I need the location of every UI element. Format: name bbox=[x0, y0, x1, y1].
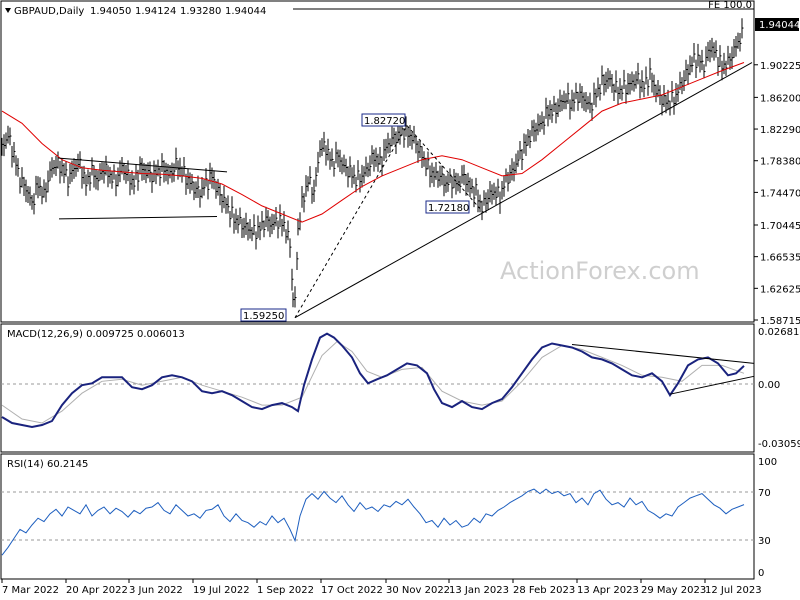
last-price-box bbox=[755, 18, 799, 31]
rsi-tick-0: 0 bbox=[758, 568, 764, 579]
date-tick-label: 28 Feb 2023 bbox=[513, 585, 575, 596]
price-title-row: GBPAUD,Daily 1.94050 1.94124 1.93280 1.9… bbox=[5, 6, 266, 17]
price-trend-line bbox=[406, 125, 483, 212]
price-axis: 1.90225 1.86200 1.82290 1.78380 1.74470 1.704… bbox=[754, 61, 800, 327]
ohlc-open: 1.94050 bbox=[90, 6, 131, 17]
rsi-tick-30: 30 bbox=[758, 536, 771, 547]
price-trend-line bbox=[58, 157, 228, 173]
macd-signal-line bbox=[1, 340, 745, 424]
price-tick-label: 1.86200 bbox=[760, 93, 800, 104]
rsi-tick-70: 70 bbox=[758, 488, 771, 499]
price-tick-label: 1.66535 bbox=[760, 253, 800, 264]
macd-label: MACD(12,26,9) 0.009725 0.006013 bbox=[7, 329, 185, 340]
price-trend-line bbox=[58, 215, 218, 220]
rsi-label: RSI(14) 60.2145 bbox=[7, 459, 88, 470]
price-tick-label: 1.58715 bbox=[760, 316, 800, 327]
annotation-low: 1.59250 bbox=[240, 308, 287, 322]
rsi-tick-100: 100 bbox=[758, 457, 777, 468]
ohlc-high: 1.94124 bbox=[135, 6, 176, 17]
rsi-line bbox=[1, 488, 745, 556]
annotation-mid-low-label: 1.72180 bbox=[428, 203, 469, 214]
macd-trend-line bbox=[571, 344, 755, 364]
rsi-panel bbox=[0, 453, 755, 580]
date-tick-label: 12 Jul 2023 bbox=[705, 585, 762, 596]
price-tick-label: 1.74470 bbox=[760, 188, 800, 199]
date-tick-label: 3 Jun 2022 bbox=[129, 585, 183, 596]
macd-tick-bottom: -0.030592 bbox=[758, 439, 800, 450]
date-axis: 7 Mar 2022 20 Apr 2022 3 Jun 2022 19 Jul 20… bbox=[1, 579, 762, 596]
fib-extension-label: FE 100.0 bbox=[708, 0, 752, 11]
price-trend-line bbox=[294, 125, 408, 318]
annotation-low-label: 1.59250 bbox=[243, 311, 284, 322]
price-tick-label: 1.62625 bbox=[760, 284, 800, 295]
watermark: ActionForex.com bbox=[500, 257, 700, 285]
last-price-label: 1.94044 bbox=[759, 20, 800, 31]
price-trend-line bbox=[294, 62, 753, 319]
annotation-mid-low: 1.72180 bbox=[425, 200, 470, 214]
symbol-title: GBPAUD,Daily bbox=[14, 6, 84, 17]
price-tick-label: 1.90225 bbox=[760, 61, 800, 72]
date-tick-label: 19 Jul 2022 bbox=[193, 585, 250, 596]
ohlc-close: 1.94044 bbox=[225, 6, 266, 17]
macd-main-line bbox=[1, 332, 745, 429]
date-tick-label: 20 Apr 2022 bbox=[66, 585, 128, 596]
date-tick-label: 13 Jan 2023 bbox=[449, 585, 509, 596]
price-tick-label: 1.82290 bbox=[760, 125, 800, 136]
date-tick-label: 29 May 2023 bbox=[641, 585, 706, 596]
date-tick-label: 7 Mar 2022 bbox=[2, 585, 59, 596]
macd-tick-zero: 0.00 bbox=[758, 380, 780, 391]
macd-tick-top: 0.026811 bbox=[758, 327, 800, 338]
annotation-high-label: 1.82720 bbox=[364, 116, 405, 127]
price-bars bbox=[1, 18, 744, 308]
moving-average-line bbox=[1, 62, 745, 223]
date-tick-label: 13 Apr 2023 bbox=[577, 585, 639, 596]
price-trend-lines bbox=[58, 62, 753, 319]
price-tick-label: 1.78380 bbox=[760, 157, 800, 168]
annotation-high: 1.82720 bbox=[361, 113, 406, 127]
macd-trend-line bbox=[669, 375, 755, 395]
ohlc-low: 1.93280 bbox=[180, 6, 221, 17]
date-tick-label: 17 Oct 2022 bbox=[321, 585, 383, 596]
macd-trend-lines bbox=[571, 344, 755, 395]
macd-panel bbox=[0, 323, 755, 453]
collapse-triangle-icon bbox=[5, 8, 11, 13]
date-tick-label: 1 Sep 2022 bbox=[257, 585, 314, 596]
date-tick-label: 30 Nov 2022 bbox=[386, 585, 450, 596]
price-tick-label: 1.70445 bbox=[760, 221, 800, 232]
